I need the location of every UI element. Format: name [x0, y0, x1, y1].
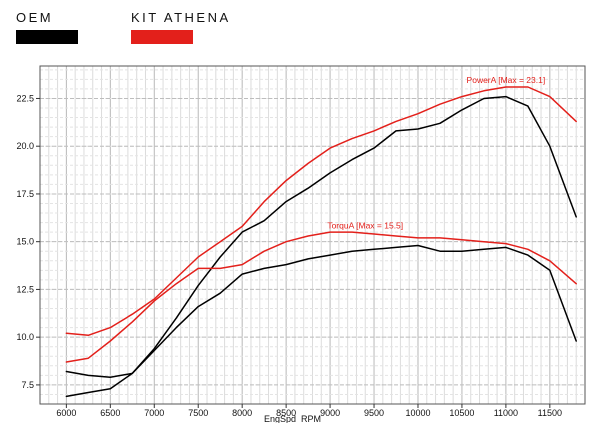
y-tick-label: 12.5	[16, 284, 34, 294]
y-tick-label: 7.5	[21, 380, 34, 390]
series-line-kit-athena-torque	[65, 231, 577, 363]
y-tick-label: 17.5	[16, 189, 34, 199]
x-tick-label: 7000	[144, 408, 164, 418]
chart-grid	[39, 66, 586, 405]
x-tick-label: 6500	[100, 408, 120, 418]
legend-swatch-kit-athena	[131, 30, 193, 44]
legend-swatch-oem	[16, 30, 78, 44]
legend-label-kit-athena: KIT ATHENA	[131, 10, 231, 25]
x-tick-label: 7500	[188, 408, 208, 418]
y-tick-label: 15.0	[16, 237, 34, 247]
series-line-kit-athena-power	[65, 86, 577, 337]
x-tick-label: 11000	[494, 408, 518, 418]
x-axis-title: EngSpd_RPM	[264, 414, 321, 423]
legend-label-oem: OEM	[16, 10, 54, 25]
x-tick-label: 9000	[320, 408, 340, 418]
y-tick-label: 10.0	[16, 332, 34, 342]
x-tick-label: 11500	[538, 408, 562, 418]
y-tick-label: 20.0	[16, 141, 34, 151]
chart-ticks: 6000 6500 7000 7500 8000 8500 9000 9500 10000 105…	[16, 93, 562, 418]
chart-frame	[39, 65, 586, 405]
chart-annotations: PowerA [Max = 23.1] TorquA [Max = 15.5]	[327, 75, 545, 230]
x-tick-label: 9500	[364, 408, 384, 418]
legend-item-kit-athena: KIT ATHENA	[131, 10, 231, 44]
series-line-oem-power	[65, 95, 577, 398]
chart-series	[65, 86, 577, 398]
x-tick-label: 10000	[405, 408, 430, 418]
legend-item-oem: OEM	[16, 10, 78, 44]
plot-frame	[39, 65, 586, 405]
x-tick-label: 10500	[449, 408, 474, 418]
y-tick-label: 22.5	[16, 93, 34, 103]
annotation-power-max: PowerA [Max = 23.1]	[467, 75, 546, 85]
x-tick-label: 6000	[56, 408, 76, 418]
x-tick-label: 8000	[232, 408, 252, 418]
annotation-torque-max: TorquA [Max = 15.5]	[327, 220, 403, 230]
series-line-oem-torque	[65, 244, 577, 379]
x-tick-label: 8500	[276, 408, 296, 418]
